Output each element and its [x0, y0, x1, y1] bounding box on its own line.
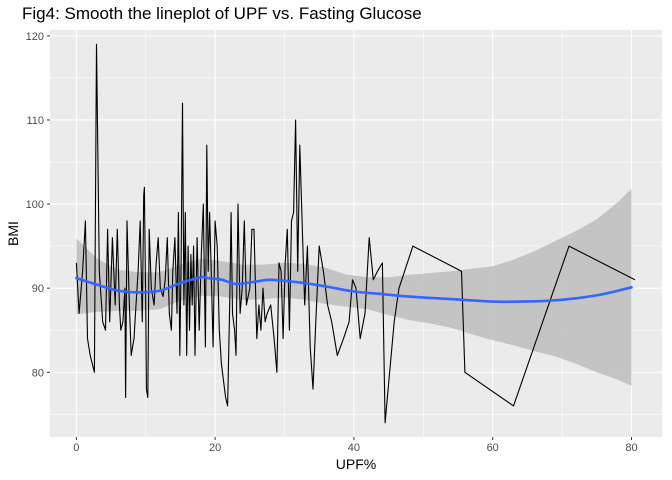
- y-axis-title: BMI: [5, 221, 21, 246]
- y-tick-label: 100: [26, 199, 44, 211]
- y-tick-label: 120: [26, 31, 44, 43]
- y-tick-label: 110: [26, 115, 44, 127]
- plot-panel: [50, 30, 662, 437]
- x-tick-label: 20: [209, 442, 221, 454]
- x-axis-title: UPF%: [336, 456, 376, 472]
- x-tick-label: 0: [73, 442, 79, 454]
- y-tick-label: 80: [32, 367, 44, 379]
- confidence-ribbon: [76, 188, 632, 386]
- x-tick-label: 60: [487, 442, 499, 454]
- axis-ticks: 0 20 40 60 80 80 90 100 110 120: [26, 31, 638, 454]
- smooth-line: [75, 275, 633, 304]
- data-line: [75, 43, 636, 424]
- x-tick-label: 40: [348, 442, 360, 454]
- chart-title: Fig4: Smooth the lineplot of UPF vs. Fas…: [22, 4, 422, 23]
- y-tick-label: 90: [32, 283, 44, 295]
- x-tick-label: 80: [625, 442, 637, 454]
